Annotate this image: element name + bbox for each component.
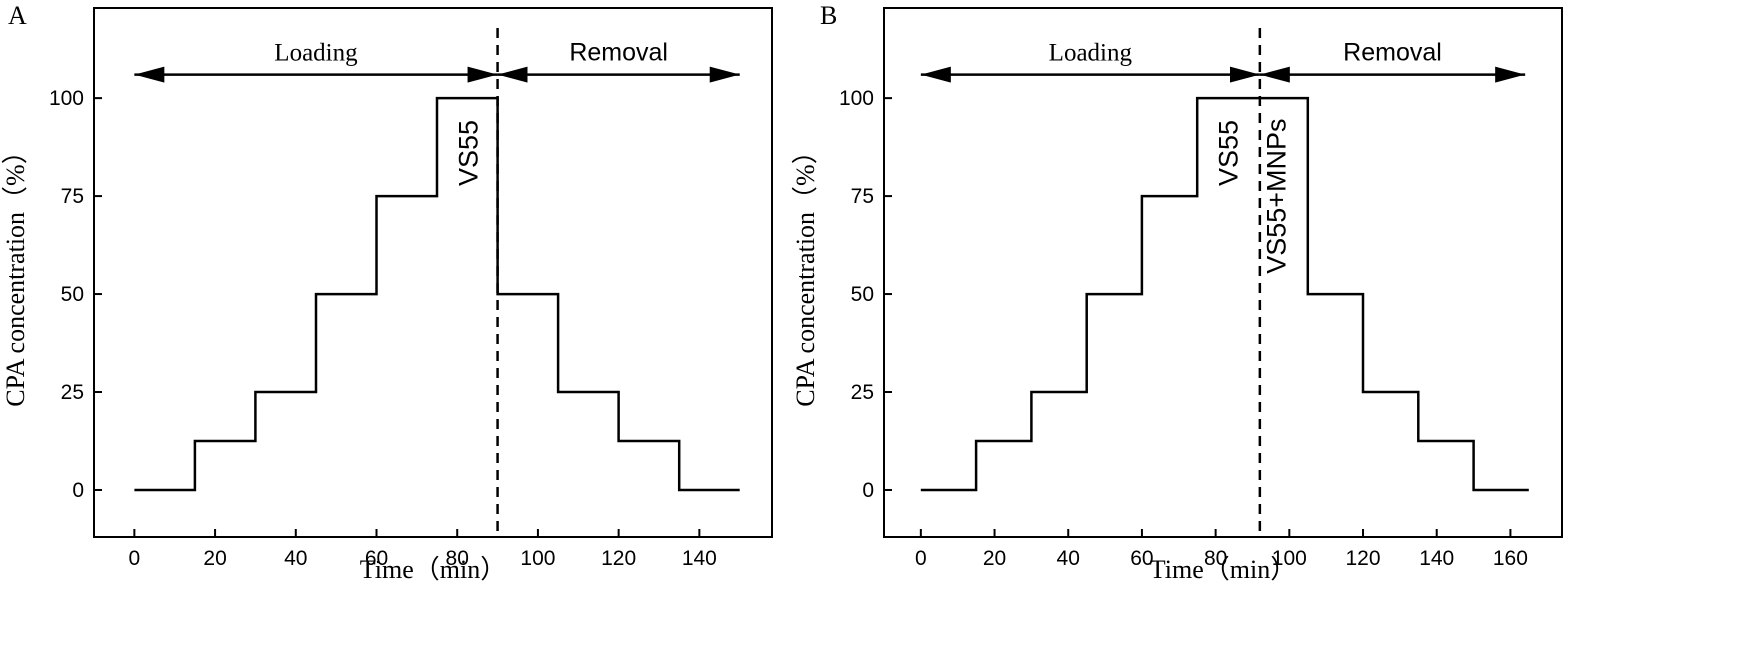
x-tick-label: 100 [1272,547,1307,570]
x-tick-label: 140 [1419,547,1454,570]
x-tick-label: 40 [1057,547,1080,570]
y-tick-label: 100 [49,87,84,110]
y-tick-label: 50 [851,283,874,306]
x-tick-label: 0 [129,547,141,570]
x-tick-label: 60 [365,547,388,570]
x-tick-label: 80 [1204,547,1227,570]
panel-a: 0 25 50 75 100 0 20 40 60 80 100 120 140 Time（min） CPA… [1,1,773,584]
y-tick-label: 50 [61,283,84,306]
x-tick-label: 140 [682,547,717,570]
x-tick-label: 60 [1130,547,1153,570]
y-tick-label: 75 [61,185,84,208]
x-axis-label: Time（min） [360,555,506,584]
annotation-vs55: VS55 [1214,120,1244,186]
x-tick-label: 160 [1493,547,1528,570]
y-tick-label: 100 [839,87,874,110]
x-tick-label: 80 [446,547,469,570]
y-axis-label: CPA concentration（%） [791,138,820,406]
y-tick-label: 75 [851,185,874,208]
annotation-vs55: VS55 [453,120,483,186]
arrow-label-loading: Loading [1049,40,1133,67]
y-axis-label: CPA concentration（%） [1,138,30,406]
y-tick-label: 0 [862,479,874,502]
y-tick-label: 25 [61,381,84,404]
x-tick-label: 120 [1345,547,1380,570]
x-tick-label: 0 [915,547,927,570]
step-series-line [920,96,1529,492]
annotation-vs55-mnps: VS55+MNPs [1262,118,1292,273]
arrow-label-removal: Removal [569,39,668,67]
y-tick-label: 25 [851,381,874,404]
arrow-label-loading: Loading [274,40,358,67]
arrow-label-removal: Removal [1343,39,1442,67]
panel-b: 0 25 50 75 100 0 20 40 60 80 100 120 140 160 Time（min）… [791,1,1563,584]
x-tick-label: 120 [601,547,636,570]
plot-frame [93,7,773,538]
panel-label: A [8,1,27,30]
panel-label: B [820,1,837,30]
x-tick-label: 40 [284,547,307,570]
x-axis-label: Time（min） [1150,555,1296,584]
x-tick-label: 100 [520,547,555,570]
x-tick-label: 20 [983,547,1006,570]
x-tick-label: 20 [203,547,226,570]
y-tick-label: 0 [72,479,84,502]
step-series-line [134,96,740,492]
plot-frame [883,7,1563,538]
